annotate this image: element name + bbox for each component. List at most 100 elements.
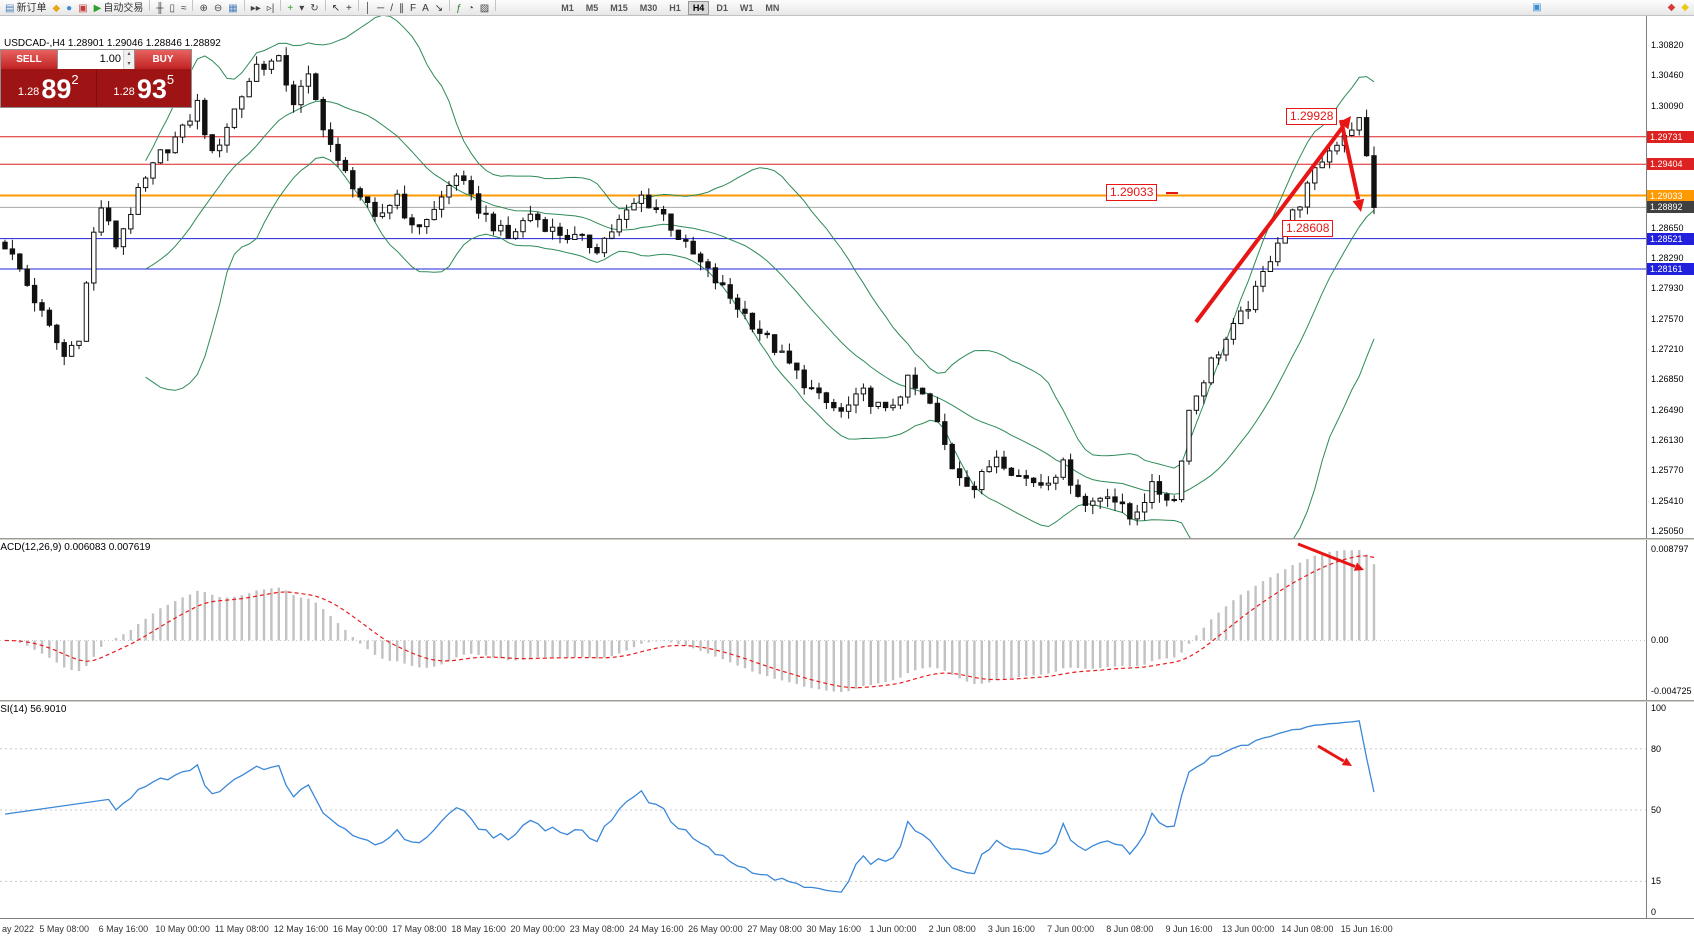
time-axis-label: 11 May 08:00: [214, 924, 269, 934]
price-axis-badge: 1.29404: [1647, 158, 1694, 171]
price-annotation[interactable]: 1.29033: [1106, 184, 1158, 201]
price-annotation[interactable]: 1.28608: [1282, 220, 1334, 237]
panel-separator[interactable]: [0, 700, 1694, 702]
bar-chart-icon: ╫: [156, 2, 164, 14]
new-chart-icon: +: [287, 2, 294, 14]
time-axis-label: 5 May 08:00: [39, 924, 89, 934]
main-chart-panel[interactable]: USDCAD-,H4 1.28901 1.29046 1.28846 1.288…: [0, 16, 1646, 538]
candlestick-chart-button[interactable]: ▯: [166, 1, 178, 15]
fibonacci-button[interactable]: F: [407, 1, 419, 15]
tile-windows-button[interactable]: ▦: [225, 1, 240, 15]
horizontal-line-button[interactable]: ─: [374, 1, 387, 15]
timeframe-m1[interactable]: M1: [561, 2, 574, 13]
equidistant-channel-button[interactable]: ∥: [396, 1, 407, 15]
news-button[interactable]: ▣: [75, 1, 90, 15]
alert-button[interactable]: ◆: [1665, 1, 1679, 15]
equidistant-channel-icon: ∥: [399, 2, 404, 14]
profiles-button[interactable]: ▾: [296, 1, 307, 15]
new-order-icon: ▤: [5, 2, 15, 14]
candlestick-chart-canvas[interactable]: [0, 16, 1646, 538]
line-chart-button[interactable]: ≈: [178, 1, 190, 15]
price-axis-badge: 1.29731: [1647, 130, 1694, 143]
panel-separator[interactable]: [0, 538, 1694, 540]
indicators-button[interactable]: ƒ: [453, 1, 465, 15]
rsi-axis-label: 50: [1651, 805, 1662, 815]
buy-price[interactable]: 1.28 93 5: [97, 69, 192, 107]
volume-stepper[interactable]: ▴ ▾: [123, 50, 134, 69]
buy-price-pips: 93: [136, 74, 167, 104]
toolbar: ▤ 新订单 ◆ ● ▣ ▶ 自动交易 ╫ ▯ ≈ ⊕ ⊖ ▦ ▸▸ ▹| + ▾ ↻ ↖ + │ ─ / ∥ F A ↘ ƒ ◔ ▨ M1…: [0, 0, 1694, 16]
profiles-icon: ▾: [299, 2, 305, 14]
volume-up-icon[interactable]: ▴: [124, 50, 134, 60]
timeframe-m5[interactable]: M5: [585, 2, 599, 13]
toolbar-separator: [280, 0, 282, 11]
rsi-axis-label: 100: [1651, 703, 1667, 713]
indicators-icon: ƒ: [456, 2, 462, 14]
price-axis-label: 1.26130: [1651, 435, 1684, 446]
trendline-icon: /: [390, 2, 393, 14]
buy-price-figure: 1.28: [113, 86, 135, 98]
toolbar-separator: [192, 0, 194, 11]
price-axis-label: 1.28650: [1651, 222, 1684, 233]
candlestick-chart-icon: ▯: [169, 2, 175, 14]
auto-trading-button[interactable]: ▶ 自动交易: [91, 1, 147, 15]
mql5-market-button[interactable]: ◆: [49, 1, 63, 15]
vertical-line-button[interactable]: │: [362, 1, 374, 15]
trendline-button[interactable]: /: [387, 1, 396, 15]
buy-button[interactable]: BUY: [135, 50, 191, 69]
chart-shift-button[interactable]: ▹|: [264, 1, 278, 15]
timeframe-h1[interactable]: H1: [669, 2, 681, 13]
toolbar-separator: [243, 0, 245, 11]
auto-trading-icon: ▶: [93, 2, 102, 14]
new-order-button[interactable]: ▤ 新订单: [2, 1, 49, 15]
toolbar-separator: [495, 0, 497, 11]
timeframe-m30[interactable]: M30: [639, 2, 658, 13]
timeframe-w1[interactable]: W1: [739, 2, 754, 13]
rsi-panel[interactable]: RSI(14) 56.9010: [0, 702, 1646, 918]
timeframe-h4[interactable]: H4: [687, 0, 710, 15]
sell-price-pips: 89: [41, 74, 72, 104]
time-axis-label: 12 May 16:00: [273, 924, 329, 934]
timeframe-mn[interactable]: MN: [765, 2, 780, 13]
time-axis-label: 6 May 16:00: [98, 924, 149, 934]
toolbar-right-items: ▣ ◆ ◆: [1529, 1, 1692, 15]
text-button[interactable]: A: [419, 1, 432, 15]
price-axis-badge: 1.28892: [1647, 201, 1694, 214]
notification-button[interactable]: ◆: [1678, 1, 1692, 15]
sell-price[interactable]: 1.28 89 2: [1, 69, 97, 107]
rsi-axis-label: 15: [1651, 876, 1662, 887]
auto-scroll-button[interactable]: ▸▸: [248, 1, 264, 15]
sell-button[interactable]: SELL: [1, 50, 57, 69]
zoom-in-button[interactable]: ⊕: [196, 1, 210, 15]
volume-field[interactable]: 1.00 ▴ ▾: [57, 50, 135, 69]
docking-button[interactable]: ▣: [1529, 1, 1544, 15]
zoom-out-button[interactable]: ⊖: [211, 1, 225, 15]
periods-button[interactable]: ◔: [465, 1, 477, 15]
refresh-button[interactable]: ↻: [307, 1, 321, 15]
templates-button[interactable]: ▨: [477, 1, 492, 15]
time-axis[interactable]: ay 2022 5 May 08:00 6 May 16:00 10 May 00:0…: [0, 918, 1694, 938]
time-axis-label: 7 Jun 00:00: [1047, 924, 1095, 934]
new-order-label: 新订单: [16, 2, 47, 14]
arrows-tool-button[interactable]: ↘: [432, 1, 446, 15]
crosshair-button[interactable]: +: [343, 1, 355, 15]
price-axis[interactable]: 1.30820 1.30460 1.30090 1.28650 1.28290 1.279…: [1646, 16, 1694, 918]
community-button[interactable]: ●: [63, 1, 75, 15]
price-annotation[interactable]: 1.29928: [1286, 108, 1338, 125]
volume-value[interactable]: 1.00: [99, 53, 121, 65]
timeframe-m15[interactable]: M15: [610, 2, 628, 13]
cursor-button[interactable]: ↖: [329, 1, 343, 15]
zoom-out-icon: ⊖: [213, 2, 223, 14]
macd-axis-label: 0.00: [1651, 635, 1669, 646]
timeframe-d1[interactable]: D1: [716, 2, 728, 13]
bar-chart-button[interactable]: ╫: [153, 1, 166, 15]
volume-down-icon[interactable]: ▾: [124, 59, 134, 69]
auto-scroll-icon: ▸▸: [250, 2, 261, 14]
macd-axis-label: 0.008797: [1651, 544, 1689, 554]
time-axis-label: 20 May 00:00: [510, 924, 566, 934]
chart-shift-icon: ▹|: [266, 2, 275, 14]
price-axis-badge: 1.29033: [1647, 189, 1694, 202]
new-chart-button[interactable]: +: [284, 1, 296, 15]
macd-panel[interactable]: MACD(12,26,9) 0.006083 0.007619: [0, 540, 1646, 700]
time-axis-label: 14 Jun 08:00: [1281, 924, 1334, 934]
